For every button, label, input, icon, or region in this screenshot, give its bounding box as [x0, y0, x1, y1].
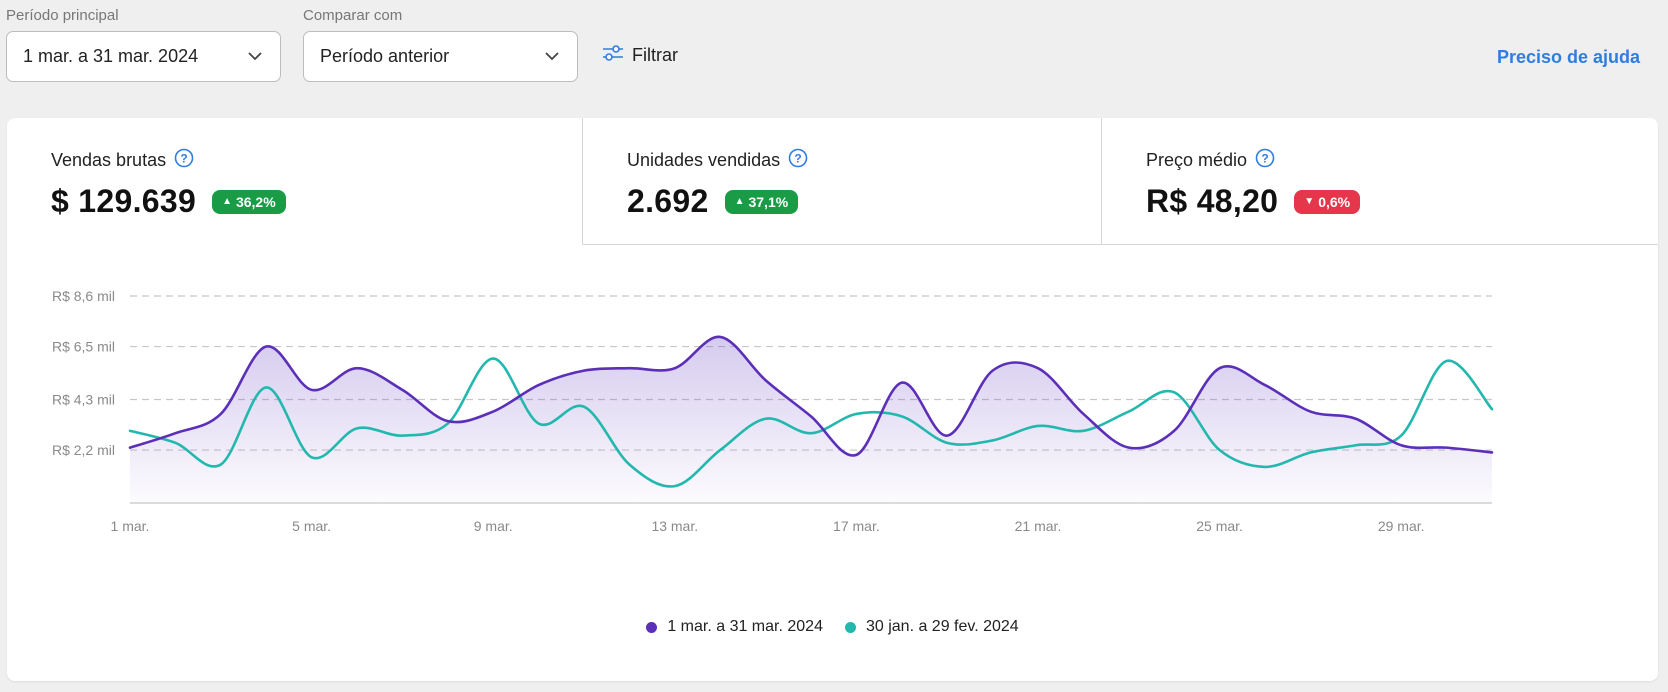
- y-tick-label: R$ 4,3 mil: [52, 392, 115, 408]
- filter-button[interactable]: Filtrar: [602, 44, 678, 67]
- legend-item-previous[interactable]: 30 jan. a 29 fev. 2024: [844, 618, 1019, 636]
- metric-average-price[interactable]: Preço médio ? R$ 48,20 ▼ 0,6%: [1101, 118, 1658, 245]
- series-line-0: [128, 335, 1494, 457]
- series-line-1: [128, 357, 1494, 488]
- metric-title: Preço médio: [1146, 150, 1248, 170]
- change-badge: ▲ 36,2%: [212, 189, 286, 214]
- sales-card: Vendas brutas ? $ 129.639 ▲ 36,2% Unidade…: [7, 118, 1658, 681]
- metric-value: $ 129.639: [51, 183, 197, 219]
- compare-value: Período anterior: [320, 46, 450, 66]
- x-tick-label: 13 mar.: [651, 518, 698, 534]
- x-tick-label: 29 mar.: [1378, 518, 1425, 534]
- svg-text:?: ?: [794, 152, 801, 166]
- change-value: 37,1%: [748, 193, 789, 210]
- help-link[interactable]: Preciso de ajuda: [1496, 47, 1640, 67]
- y-tick-label: R$ 2,2 mil: [52, 442, 115, 458]
- change-value: 0,6%: [1318, 193, 1351, 210]
- metric-title: Unidades vendidas: [627, 150, 781, 170]
- y-tick-label: R$ 6,5 mil: [52, 339, 115, 355]
- x-tick-label: 5 mar.: [292, 518, 331, 534]
- triangle-up-icon: ▲: [734, 196, 745, 207]
- y-tick-label: R$ 8,6 mil: [52, 288, 115, 304]
- legend-dot: [646, 621, 658, 633]
- main-period-value: 1 mar. a 31 mar. 2024: [23, 46, 199, 66]
- x-tick-label: 21 mar.: [1015, 518, 1062, 534]
- chevron-down-icon: [246, 48, 264, 66]
- legend-label: 1 mar. a 31 mar. 2024: [667, 618, 823, 635]
- x-tick-label: 9 mar.: [474, 518, 513, 534]
- x-tick-label: 17 mar.: [833, 518, 880, 534]
- chart-legend: 1 mar. a 31 mar. 2024 30 jan. a 29 fev. …: [7, 618, 1658, 636]
- legend-item-current[interactable]: 1 mar. a 31 mar. 2024: [646, 618, 823, 636]
- help-circle-icon[interactable]: ?: [174, 148, 194, 173]
- metric-units-sold[interactable]: Unidades vendidas ? 2.692 ▲ 37,1%: [582, 118, 1101, 245]
- change-value: 36,2%: [235, 193, 276, 210]
- compare-label: Comparar com: [303, 7, 403, 24]
- filter-button-label: Filtrar: [632, 45, 678, 65]
- compare-select[interactable]: Período anterior: [303, 31, 578, 82]
- help-circle-icon[interactable]: ?: [788, 148, 808, 173]
- chevron-down-icon: [543, 48, 561, 66]
- metric-gross-sales[interactable]: Vendas brutas ? $ 129.639 ▲ 36,2%: [7, 118, 582, 245]
- triangle-up-icon: ▲: [222, 196, 232, 207]
- main-period-label: Período principal: [6, 7, 119, 24]
- x-tick-label: 1 mar.: [111, 518, 150, 534]
- metric-value: 2.692: [627, 183, 709, 219]
- change-badge: ▼ 0,6%: [1294, 189, 1361, 214]
- change-badge: ▲ 37,1%: [724, 189, 799, 214]
- triangle-down-icon: ▼: [1304, 196, 1315, 207]
- help-circle-icon[interactable]: ?: [1255, 148, 1275, 173]
- metric-title: Vendas brutas: [51, 150, 167, 170]
- x-tick-label: 25 mar.: [1196, 518, 1243, 534]
- svg-text:?: ?: [1261, 152, 1268, 166]
- legend-label: 30 jan. a 29 fev. 2024: [865, 618, 1019, 635]
- series-area-0: [130, 336, 1492, 503]
- sales-line-chart: R$ 8,6 mil R$ 6,5 mil R$ 4,3 mil R$ 2,2 mil…: [52, 288, 1494, 534]
- main-period-select[interactable]: 1 mar. a 31 mar. 2024: [6, 31, 281, 82]
- legend-dot: [844, 621, 856, 633]
- sliders-icon: [602, 44, 624, 67]
- metric-value: R$ 48,20: [1146, 183, 1279, 219]
- svg-text:?: ?: [180, 152, 187, 166]
